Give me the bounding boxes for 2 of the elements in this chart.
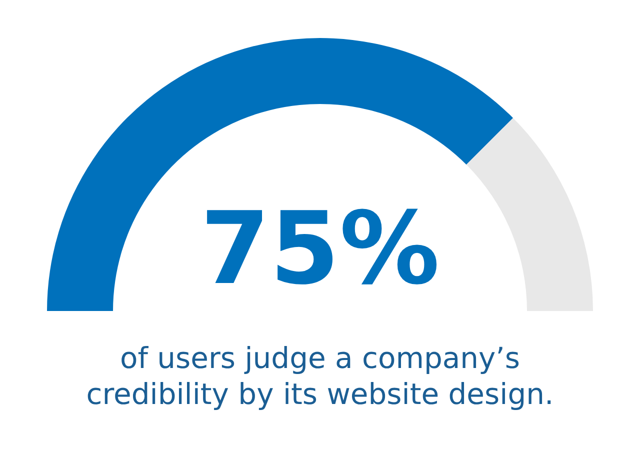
text: of users judge a company’s credibility by its website design. — [86, 341, 554, 411]
data-label: 75% — [200, 190, 440, 307]
